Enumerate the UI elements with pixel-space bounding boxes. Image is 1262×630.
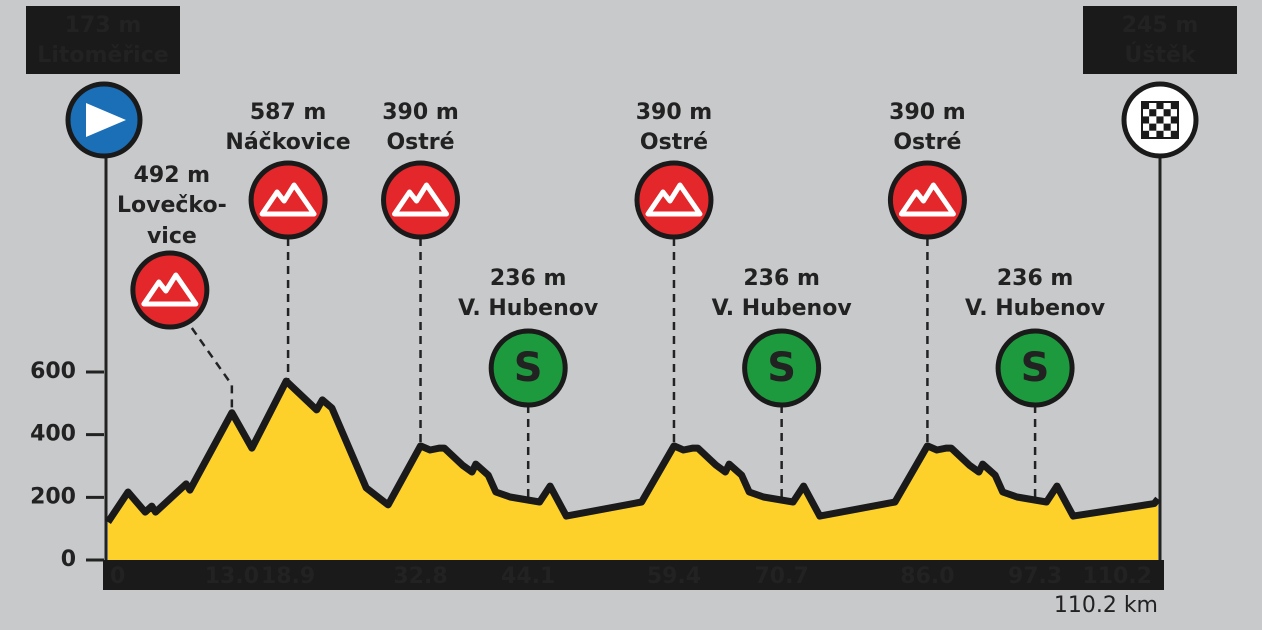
sprint-icon [995, 328, 1075, 408]
checker [1163, 109, 1171, 117]
sprint-icon [488, 328, 568, 408]
marker-elevation: 236 m [490, 266, 567, 291]
marker-name: Ostré [893, 130, 961, 155]
checker [1156, 123, 1164, 131]
x-tick-label: 110.2 [1082, 564, 1152, 589]
marker-elevation: 492 m [134, 163, 211, 188]
y-tick-label: 600 [30, 359, 76, 384]
climb-icon [248, 160, 328, 240]
climb-icon [130, 250, 210, 330]
x-tick-label: 59.4 [647, 564, 701, 589]
elevation-line [105, 377, 1161, 525]
start-elevation: 173 m [65, 13, 142, 38]
climb-mountain [645, 182, 703, 217]
checker [1149, 130, 1157, 138]
x-tick-label: 32.8 [393, 564, 447, 589]
checker [1163, 116, 1171, 124]
climb-mountain [259, 182, 317, 217]
marker-elevation: 390 m [889, 100, 966, 125]
x-tick-label: 0 [110, 564, 125, 589]
checker [1149, 116, 1157, 124]
start-name: Litoměřice [37, 43, 168, 68]
checker [1142, 109, 1150, 117]
checker [1156, 116, 1164, 124]
checker [1149, 102, 1157, 110]
checker [1170, 102, 1178, 110]
finish-box [1083, 6, 1237, 74]
marker-elevation: 587 m [250, 100, 327, 125]
x-tick-label: 44.1 [501, 564, 555, 589]
checker-border [1141, 101, 1179, 139]
checker [1149, 123, 1157, 131]
marker-name: Náčkovice [225, 130, 350, 155]
checker [1156, 130, 1164, 138]
climb-icon [381, 160, 461, 240]
marker-name: Ostré [386, 130, 454, 155]
x-tick-label: 86.0 [900, 564, 954, 589]
marker-name: V. Hubenov [458, 296, 599, 321]
checker [1170, 123, 1178, 131]
checker [1170, 130, 1178, 138]
checker [1170, 109, 1178, 117]
marker-elevation: 390 m [636, 100, 713, 125]
marker-name: V. Hubenov [965, 296, 1106, 321]
checker [1170, 116, 1178, 124]
y-tick-label: 400 [30, 422, 76, 447]
x-tick-label: 97.3 [1008, 564, 1062, 589]
climb-mountain [141, 272, 199, 307]
checker [1163, 130, 1171, 138]
marker-elevation: 236 m [743, 266, 820, 291]
checker [1142, 123, 1150, 131]
marker-name: vice [147, 224, 197, 249]
checker [1163, 102, 1171, 110]
elevation-area [108, 381, 1158, 560]
checker [1142, 116, 1150, 124]
climb-mountain [898, 182, 956, 217]
x-axis-bar [103, 560, 1164, 590]
sprint-icon [742, 328, 822, 408]
checker [1156, 102, 1164, 110]
checker [1149, 109, 1157, 117]
climb-icon [634, 160, 714, 240]
y-tick-label: 0 [61, 547, 76, 572]
x-tick-label: 70.7 [754, 564, 808, 589]
checker [1142, 102, 1150, 110]
checker [1142, 130, 1150, 138]
finish-name: Úštěk [1124, 42, 1196, 68]
marker-elevation: 390 m [382, 100, 459, 125]
climb-icon [887, 160, 967, 240]
checker [1156, 109, 1164, 117]
distance-label: 110.2 km [1054, 593, 1158, 618]
sprint-symbol: S [767, 345, 796, 391]
marker-name: Ostré [640, 130, 708, 155]
marker-name: Lovečko- [117, 193, 227, 218]
finish-elevation: 245 m [1122, 13, 1199, 38]
checker [1163, 123, 1171, 131]
marker-elevation: 236 m [997, 266, 1074, 291]
x-tick-label: 18.9 [261, 564, 315, 589]
start-arrow [86, 103, 126, 137]
start-box [26, 6, 180, 74]
x-tick-label: 13.0 [205, 564, 259, 589]
climb-mountain [392, 182, 450, 217]
y-tick-label: 200 [30, 484, 76, 509]
marker-name: V. Hubenov [712, 296, 853, 321]
sprint-symbol: S [1021, 345, 1050, 391]
sprint-symbol: S [514, 345, 543, 391]
